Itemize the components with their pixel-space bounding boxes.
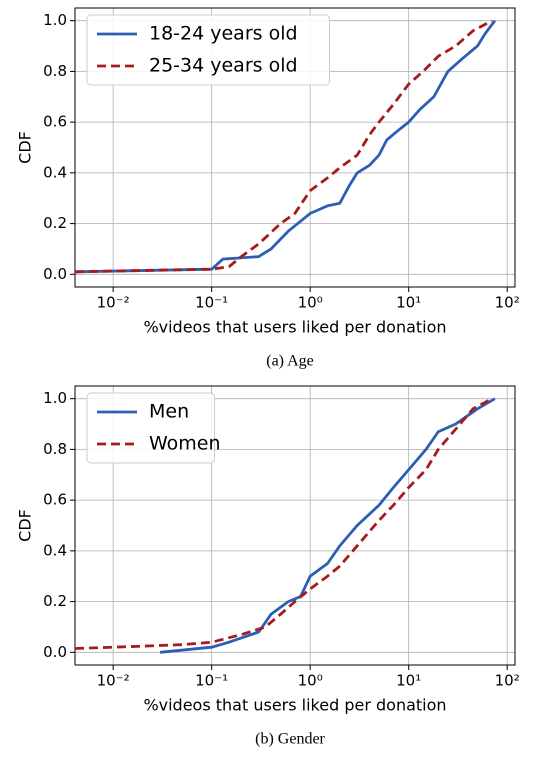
x-tick-label: 10² bbox=[495, 294, 520, 312]
legend-label: Women bbox=[149, 433, 221, 455]
x-tick-label: 10¹ bbox=[396, 294, 421, 312]
y-tick-label: 0.4 bbox=[43, 163, 67, 181]
cdf-line bbox=[74, 19, 497, 274]
caption: (a) Age bbox=[266, 353, 314, 370]
y-tick-label: 1.0 bbox=[43, 11, 67, 29]
y-tick-label: 1.0 bbox=[43, 389, 67, 407]
y-tick-label: 0.8 bbox=[43, 440, 67, 458]
cdf-line bbox=[74, 19, 493, 274]
x-tick-label: 10² bbox=[495, 672, 520, 690]
y-tick-label: 0.4 bbox=[43, 541, 67, 559]
x-tick-label: 10⁻² bbox=[97, 294, 130, 312]
x-tick-label: 10⁻¹ bbox=[195, 294, 228, 312]
y-tick-label: 0.8 bbox=[43, 62, 67, 80]
legend-box bbox=[86, 392, 215, 464]
legend-label: 25-34 years old bbox=[149, 55, 298, 77]
caption: (b) Gender bbox=[255, 731, 325, 748]
plot-frame bbox=[74, 7, 516, 288]
x-tick-label: 10⁰ bbox=[298, 672, 323, 690]
x-tick-label: 10⁰ bbox=[298, 294, 323, 312]
y-axis-label: CDF bbox=[16, 509, 35, 542]
y-tick-label: 0.2 bbox=[43, 214, 67, 232]
x-tick-label: 10⁻¹ bbox=[195, 672, 228, 690]
y-axis-label: CDF bbox=[16, 131, 35, 164]
x-axis-label: %videos that users liked per donation bbox=[143, 318, 446, 337]
y-tick-label: 0.2 bbox=[43, 592, 67, 610]
x-tick-label: 10¹ bbox=[396, 672, 421, 690]
y-tick-label: 0.6 bbox=[43, 491, 67, 509]
x-axis-label: %videos that users liked per donation bbox=[143, 696, 446, 715]
y-tick-label: 0.6 bbox=[43, 113, 67, 131]
legend-box bbox=[86, 14, 330, 86]
y-tick-label: 0.0 bbox=[43, 643, 67, 661]
legend-label: Men bbox=[149, 401, 189, 423]
y-tick-label: 0.0 bbox=[43, 265, 67, 283]
plot-frame bbox=[74, 385, 516, 666]
legend-label: 18-24 years old bbox=[149, 23, 298, 45]
x-tick-label: 10⁻² bbox=[97, 672, 130, 690]
cdf-line bbox=[74, 397, 493, 650]
cdf-line bbox=[159, 397, 496, 654]
